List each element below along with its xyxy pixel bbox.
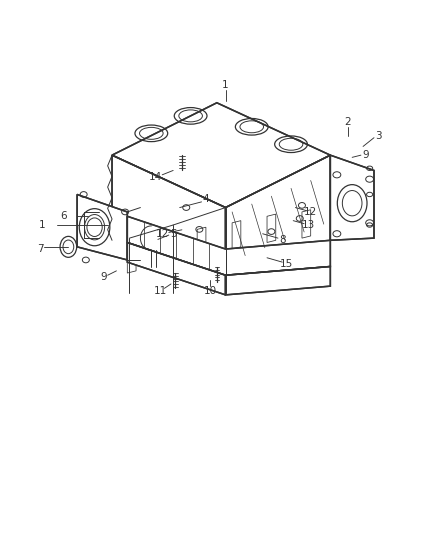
Text: 13: 13 (302, 220, 315, 230)
Polygon shape (330, 155, 374, 240)
Text: 9: 9 (100, 272, 106, 282)
Polygon shape (226, 155, 330, 293)
Text: 12: 12 (304, 207, 317, 217)
Text: 1: 1 (222, 80, 229, 90)
Polygon shape (127, 216, 330, 275)
Text: 8: 8 (279, 235, 286, 245)
Text: 9: 9 (362, 150, 369, 160)
Polygon shape (127, 243, 226, 295)
Text: 12: 12 (155, 229, 169, 239)
Text: 10: 10 (204, 286, 217, 295)
Polygon shape (112, 103, 330, 207)
Polygon shape (112, 155, 226, 293)
Text: 15: 15 (280, 260, 293, 269)
Text: 6: 6 (61, 211, 67, 221)
Polygon shape (77, 195, 127, 260)
Text: 14: 14 (149, 172, 162, 182)
Text: 3: 3 (375, 131, 381, 141)
Text: 4: 4 (203, 194, 209, 204)
Polygon shape (226, 266, 330, 295)
Text: 1: 1 (39, 220, 46, 230)
Text: 11: 11 (153, 286, 167, 295)
Text: 5: 5 (170, 229, 177, 239)
Text: 7: 7 (37, 244, 43, 254)
Text: 2: 2 (345, 117, 351, 127)
